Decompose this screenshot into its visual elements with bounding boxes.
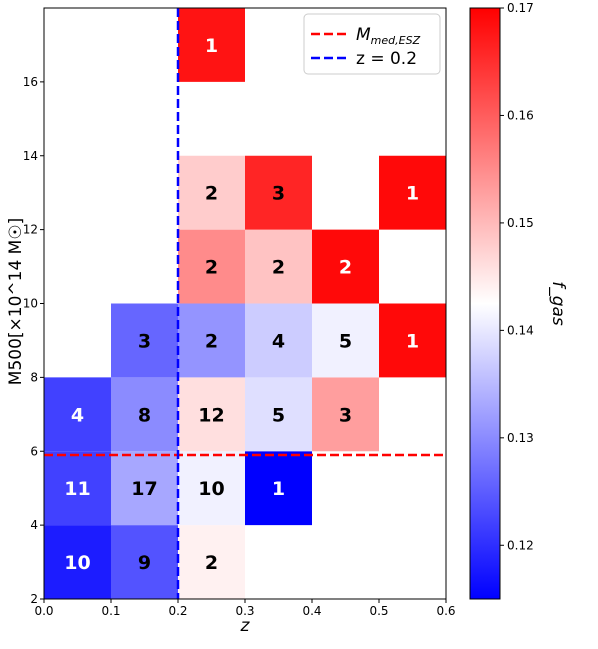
colorbar-tick-label: 0.16 <box>507 108 534 122</box>
heatmap-cell <box>111 303 178 378</box>
heatmap-cell <box>178 155 245 230</box>
heatmap-cell <box>178 451 245 526</box>
legend-label: Mmed,ESZ <box>356 25 421 47</box>
heatmap-cell <box>245 377 312 452</box>
x-tick-label: 0.4 <box>302 604 321 618</box>
y-tick-label: 8 <box>30 370 38 384</box>
heatmap-cell <box>111 377 178 452</box>
heatmap-cell <box>44 451 111 526</box>
cell-count-label: 2 <box>272 257 285 279</box>
cell-count-label: 3 <box>339 404 352 426</box>
reference-lines <box>44 8 446 599</box>
cell-count-label: 10 <box>64 552 90 574</box>
y-tick-label: 12 <box>23 223 38 237</box>
y-tick-label: 6 <box>30 444 38 458</box>
cell-count-label: 3 <box>138 330 151 352</box>
cell-count-label: 2 <box>205 330 218 352</box>
y-tick-label: 16 <box>23 75 38 89</box>
heatmap-cell <box>312 377 379 452</box>
heatmap-cell <box>245 303 312 378</box>
heatmap-cell <box>111 451 178 526</box>
heatmap-cells: 10 9 211 17 10 14 8 12 5 33 2 4 5 12 2 22 3 11 <box>44 8 446 599</box>
heatmap-cell <box>312 229 379 304</box>
heatmap-cell <box>178 303 245 378</box>
cell-count-label: 5 <box>339 330 352 352</box>
y-tick-label: 4 <box>30 518 38 532</box>
cell-count-label: 1 <box>205 35 218 57</box>
heatmap-cell <box>178 229 245 304</box>
cell-count-label: 3 <box>272 183 285 205</box>
x-tick-label: 0.1 <box>101 604 120 618</box>
colorbar-tick-label: 0.12 <box>507 538 534 552</box>
colorbar-label: f_gas <box>548 281 568 326</box>
legend-label: z = 0.2 <box>356 49 417 69</box>
heatmap-cell <box>379 303 446 378</box>
cell-count-label: 1 <box>406 330 419 352</box>
cell-count-label: 4 <box>272 330 285 352</box>
y-tick-label: 2 <box>30 592 38 606</box>
legend-label-main: z = 0.2 <box>356 49 417 69</box>
heatmap-cell <box>178 8 245 82</box>
y-axis-label: M500[×10^14 M☉] <box>6 218 26 385</box>
colorbar-tick-label: 0.13 <box>507 431 534 445</box>
cell-count-label: 10 <box>198 478 224 500</box>
x-tick-label: 0.6 <box>436 604 455 618</box>
heatmap-cell <box>245 155 312 230</box>
colorbar-tick-label: 0.15 <box>507 216 534 230</box>
colorbar-tick-label: 0.17 <box>507 1 534 15</box>
cell-count-label: 2 <box>205 552 218 574</box>
colorbar-gradient <box>469 7 501 600</box>
x-tick-label: 0.0 <box>34 604 53 618</box>
plot-axes: 0.0 0.1 0.2 0.3 0.4 0.5 0.6246810121416zM500[×… <box>6 7 456 636</box>
cell-count-label: 12 <box>198 404 224 426</box>
cell-count-label: 11 <box>64 478 90 500</box>
heatmap-cell <box>44 525 111 599</box>
cell-count-label: 8 <box>138 404 151 426</box>
cell-count-label: 9 <box>138 552 151 574</box>
heatmap-cell <box>178 377 245 452</box>
y-tick-label: 14 <box>23 149 38 163</box>
x-tick-label: 0.3 <box>235 604 254 618</box>
heatmap-cell <box>245 451 312 526</box>
heatmap-cell <box>111 525 178 599</box>
heatmap-cell <box>245 229 312 304</box>
cell-count-label: 2 <box>205 257 218 279</box>
cell-count-label: 1 <box>406 183 419 205</box>
cell-count-label: 2 <box>339 257 352 279</box>
x-tick-label: 0.2 <box>168 604 187 618</box>
cell-count-label: 4 <box>71 404 84 426</box>
heatmap-cell <box>178 525 245 599</box>
y-tick-label: 10 <box>23 297 38 311</box>
cell-count-label: 1 <box>272 478 285 500</box>
heatmap-cell <box>44 377 111 452</box>
cell-count-label: 2 <box>205 183 218 205</box>
legend-label-subscript: med,ESZ <box>371 34 421 47</box>
cell-count-label: 5 <box>272 404 285 426</box>
heatmap-cell <box>312 303 379 378</box>
cell-count-label: 17 <box>131 478 157 500</box>
heatmap-cell <box>379 155 446 230</box>
x-tick-label: 0.5 <box>369 604 388 618</box>
x-axis-label: z <box>240 616 251 636</box>
colorbar: 0.12 0.13 0.14 0.15 0.16 0.17 f_gas <box>469 1 568 600</box>
legend-label-main: M <box>356 25 371 45</box>
colorbar-tick-label: 0.14 <box>507 323 534 337</box>
